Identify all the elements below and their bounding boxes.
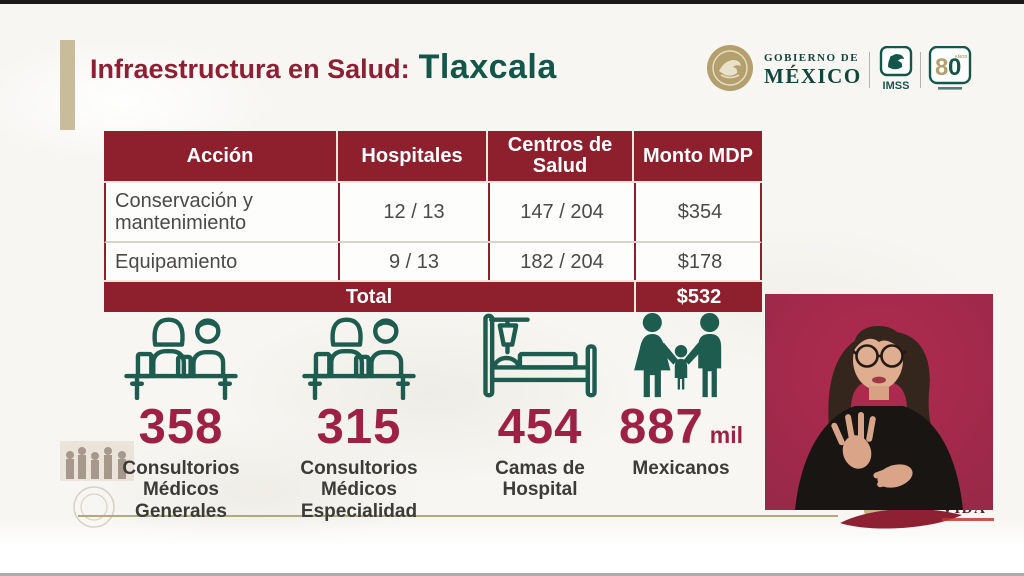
- sign-language-interpreter-video: [765, 294, 993, 510]
- imss-80-anniversary-icon: 8 0 AÑOS: [928, 46, 972, 90]
- stat-number: 887: [619, 400, 704, 454]
- svg-text:0: 0: [948, 54, 961, 81]
- hospital-bed-icon: [472, 312, 608, 400]
- stat-value: 454: [497, 400, 583, 454]
- doctors-desk-icon: [298, 312, 420, 400]
- stat-label: Consultorios Médicos Especialidad: [300, 458, 418, 522]
- svg-text:AÑOS: AÑOS: [954, 53, 967, 59]
- cell-hospitales: 9 / 13: [340, 243, 490, 280]
- svg-text:8: 8: [935, 54, 948, 81]
- total-label: Total: [345, 285, 393, 308]
- mexico-eagle-seal-icon: [707, 45, 753, 91]
- stat-mexicanos: 887 mil Mexicanos: [600, 312, 762, 479]
- seal-watermark-icon: [73, 486, 115, 528]
- total-value: $532: [634, 282, 762, 312]
- stat-camas-hospital: 454 Camas de Hospital: [466, 312, 614, 501]
- column-header: Acción: [104, 131, 338, 181]
- doctors-desk-icon: [120, 312, 242, 400]
- table-total-row: Total $532: [104, 280, 762, 312]
- infrastructure-table: Acción Hospitales Centros de Salud Monto…: [104, 131, 762, 312]
- column-header: Centros de Salud: [488, 131, 634, 181]
- stat-suffix: mil: [709, 422, 743, 448]
- stat-consultorios-generales: 358 Consultorios Médicos Generales: [96, 312, 266, 522]
- stat-value: 887 mil: [619, 403, 743, 452]
- bottom-border-bar: [0, 573, 1024, 576]
- cell-hospitales: 12 / 13: [340, 183, 490, 241]
- stat-label: Camas de Hospital: [495, 458, 585, 501]
- svg-text:IMSS: IMSS: [883, 80, 910, 92]
- column-header: Hospitales: [338, 131, 488, 181]
- stat-value: 315: [316, 400, 402, 454]
- stat-value: 358: [138, 400, 224, 454]
- sepia-photo-watermark: [60, 441, 134, 481]
- logo-divider: [869, 52, 870, 88]
- logo-divider: [920, 52, 921, 88]
- table-row: Conservación y mantenimiento 12 / 13 147…: [104, 183, 762, 243]
- cell-centros: 182 / 204: [490, 243, 636, 280]
- top-border-bar: [0, 0, 1024, 4]
- footer-rule-line: [78, 515, 838, 517]
- cell-centros: 147 / 204: [490, 183, 636, 241]
- stat-label: Mexicanos: [632, 458, 730, 479]
- title-state: Tlaxcala: [418, 48, 557, 86]
- page-title: Infraestructura en Salud: Tlaxcala: [90, 48, 557, 87]
- cell-accion: Equipamiento: [106, 243, 340, 280]
- gobierno-line2: MÉXICO: [764, 64, 862, 88]
- gobierno-de-mexico-wordmark: GOBIERNO DE MÉXICO: [764, 52, 862, 89]
- title-accent-bar: [60, 40, 75, 130]
- table-row: Equipamiento 9 / 13 182 / 204 $178: [104, 243, 762, 280]
- stat-label: Consultorios Médicos Generales: [122, 458, 240, 522]
- family-icon: [627, 312, 735, 400]
- imss-logo-icon: IMSS: [879, 46, 913, 92]
- cell-accion: Conservación y mantenimiento: [106, 183, 340, 241]
- title-prefix: Infraestructura en Salud:: [90, 54, 410, 84]
- gobierno-line1: GOBIERNO DE: [764, 52, 860, 64]
- cell-monto: $178: [677, 250, 723, 273]
- cell-monto: $354: [677, 201, 723, 223]
- table-header-row: Acción Hospitales Centros de Salud Monto…: [104, 131, 762, 183]
- column-header: Monto MDP: [643, 144, 753, 167]
- stat-consultorios-especialidad: 315 Consultorios Médicos Especialidad: [286, 312, 432, 522]
